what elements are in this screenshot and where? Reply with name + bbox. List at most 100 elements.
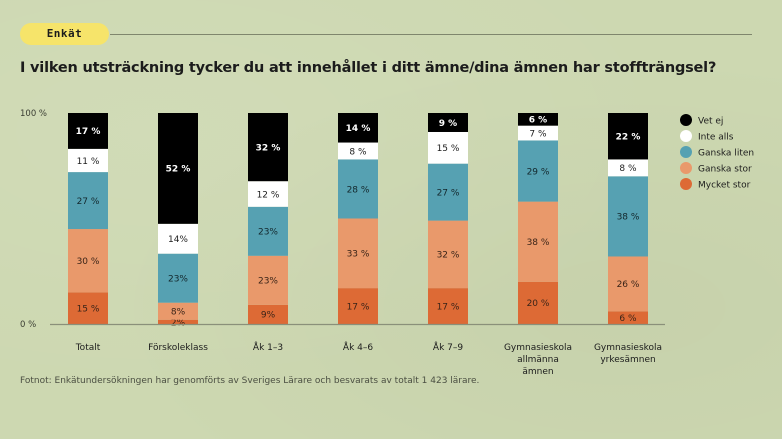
data-label: 23% — [258, 228, 278, 238]
bar-segment-ganska-liten — [608, 176, 648, 257]
data-label: 14 % — [346, 124, 371, 134]
bar-stack: 15 % 30 % 27 % 11 % 17 % — [68, 113, 108, 324]
bar-segment-mycket-stor — [608, 311, 648, 324]
x-category-label: Åk 1–3 — [253, 341, 283, 353]
data-label: 29 % — [527, 167, 550, 177]
bar-segment-ganska-stor — [248, 255, 288, 305]
data-label: 23% — [168, 274, 188, 284]
data-label: 9% — [261, 311, 276, 321]
data-label: 27 % — [77, 197, 100, 207]
bars: 15 %30 %27 %11 %17 %2%8%23%14%52 %9%23%2… — [68, 113, 648, 328]
bar-segment-inte-alls — [608, 159, 648, 177]
bar-segment-ganska-liten — [428, 163, 468, 221]
data-label: 11 % — [77, 157, 100, 167]
x-category-label: Totalt — [75, 343, 101, 353]
bar-segment-ganska-liten — [68, 172, 108, 230]
category-labels: Totalt Förskoleklass Åk 1–3 Åk 4–6 Åk 7–9 Gym… — [75, 341, 662, 377]
bar-segment-inte-alls — [518, 125, 558, 141]
data-label: 27 % — [437, 188, 460, 198]
data-label: 15 % — [437, 144, 460, 154]
data-label: 7 % — [529, 129, 547, 139]
x-category-label: Gymnasieskola — [594, 343, 662, 353]
data-label: 26 % — [617, 280, 640, 290]
data-label: 38 % — [527, 238, 550, 248]
legend-label: Vet ej — [698, 116, 723, 126]
data-label: 2% — [171, 318, 186, 328]
data-label: 8 % — [349, 147, 367, 157]
y-axis: 0 % 100 % — [20, 109, 47, 330]
data-label: 8% — [171, 308, 186, 318]
x-category-label: Förskoleklass — [148, 343, 208, 353]
bar-segment-ganska-liten — [248, 206, 288, 256]
bar-segment-ganska-liten — [518, 140, 558, 202]
legend-label: Mycket stor — [698, 180, 751, 190]
category-badge: Enkät — [20, 23, 109, 45]
data-label: 15 % — [77, 304, 100, 314]
data-label: 6 % — [619, 314, 637, 324]
bar-segment-inte-alls — [158, 223, 198, 254]
data-label: 28 % — [347, 185, 370, 195]
data-label: 38 % — [617, 213, 640, 223]
data-label: 32 % — [437, 251, 460, 261]
bar-segment-ganska-stor — [158, 302, 198, 320]
x-category-label: ämnen — [522, 367, 553, 377]
bar-segment-vet-ej — [338, 113, 378, 143]
data-label: 30 % — [77, 257, 100, 267]
bar-segment-mycket-stor — [158, 319, 198, 324]
data-label: 17 % — [437, 302, 460, 312]
data-label: 9 % — [439, 119, 457, 129]
bar-segment-vet-ej — [428, 113, 468, 132]
data-label: 23% — [258, 277, 278, 287]
chart-title: I vilken utsträckning tycker du att inne… — [20, 60, 717, 76]
legend-label: Inte alls — [698, 132, 734, 142]
bar-segment-vet-ej — [608, 113, 648, 160]
bar-stack: 2%8% 23% 14% 52 % — [158, 113, 198, 328]
data-label: 8 % — [619, 164, 637, 174]
bar-segment-vet-ej — [158, 113, 198, 224]
bar-segment-mycket-stor — [248, 304, 288, 324]
data-label: 32 % — [256, 143, 281, 153]
bar-segment-ganska-stor — [68, 229, 108, 293]
legend-label: Ganska liten — [698, 148, 754, 158]
legend-swatch — [680, 162, 692, 174]
data-label: 20 % — [527, 299, 550, 309]
bar-segment-inte-alls — [68, 148, 108, 173]
legend-item: Vet ej — [680, 114, 723, 126]
x-category-label: yrkesämnen — [600, 355, 655, 365]
legend-item: Ganska liten — [680, 146, 754, 158]
bar-segment-inte-alls — [338, 142, 378, 160]
legend-label: Ganska stor — [698, 164, 752, 174]
data-label: 22 % — [616, 133, 641, 143]
legend-swatch — [680, 178, 692, 190]
data-label: 12 % — [257, 190, 280, 200]
y-tick-label: 100 % — [20, 109, 47, 119]
legend-swatch — [680, 146, 692, 158]
data-label: 14% — [168, 235, 188, 245]
x-category-label: allmänna — [517, 355, 559, 365]
data-label: 17 % — [76, 127, 101, 137]
x-category-label: Åk 4–6 — [343, 341, 373, 353]
legend-swatch — [680, 130, 692, 142]
bar-stack: 20 % 38 % 29 % 7 % 6 % — [518, 113, 558, 324]
bar-segment-mycket-stor — [428, 288, 468, 324]
bar-segment-ganska-stor — [428, 220, 468, 289]
bar-stack: 17 % 33 % 28 % 8 % 14 % — [338, 113, 378, 324]
legend-item: Inte alls — [680, 130, 734, 142]
bar-segment-vet-ej — [68, 113, 108, 149]
bar-segment-inte-alls — [428, 131, 468, 164]
bar-segment-ganska-stor — [608, 256, 648, 312]
bar-segment-mycket-stor — [338, 288, 378, 324]
footnote: Fotnot: Enkätundersökningen har genomför… — [20, 376, 480, 386]
data-label: 33 % — [347, 250, 370, 260]
bar-stack: 17 % 32 % 27 % 15 % 9 % — [428, 113, 468, 324]
legend: Vet ej Inte alls Ganska liten Ganska stor My… — [680, 114, 754, 190]
x-category-label: Åk 7–9 — [433, 341, 463, 353]
header-divider — [110, 34, 752, 35]
bar-segment-ganska-liten — [338, 159, 378, 219]
bar-segment-mycket-stor — [68, 292, 108, 324]
bar-segment-vet-ej — [248, 113, 288, 182]
bar-segment-ganska-liten — [158, 253, 198, 303]
legend-item: Mycket stor — [680, 178, 751, 190]
data-label: 6 % — [529, 116, 547, 126]
